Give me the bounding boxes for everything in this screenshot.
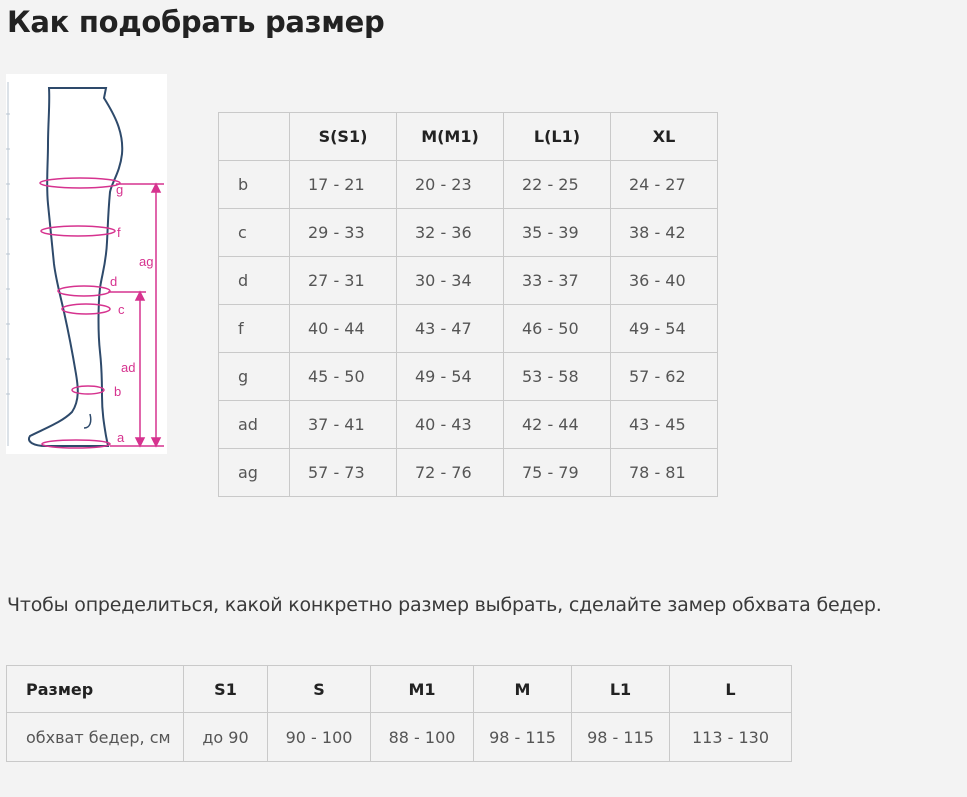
table-cell: 49 - 54 (610, 304, 718, 353)
table-cell: 88 - 100 (370, 712, 474, 762)
row-label: g (218, 352, 290, 401)
hip-table-header-s1: S1 (183, 665, 268, 713)
table-cell: 24 - 27 (610, 160, 718, 209)
table-row: b 17 - 21 20 - 23 22 - 25 24 - 27 (218, 160, 718, 209)
leg-measurement-diagram: g f ag d c ad b a (6, 74, 167, 454)
hip-size-table: Размер S1 S M1 M L1 L обхват бедер, см д… (6, 665, 792, 762)
table-cell: 57 - 62 (610, 352, 718, 401)
table-cell: 37 - 41 (289, 400, 397, 449)
label-a: a (117, 430, 125, 445)
leg-outline (28, 87, 124, 447)
intro-text: Чтобы определиться, какой конкретно разм… (7, 594, 882, 616)
table-cell: 98 - 115 (571, 712, 670, 762)
table-cell: 49 - 54 (396, 352, 504, 401)
table-cell: 42 - 44 (503, 400, 611, 449)
table-row: d 27 - 31 30 - 34 33 - 37 36 - 40 (218, 256, 718, 305)
table-cell: 78 - 81 (610, 448, 718, 497)
hip-table-header-s: S (267, 665, 371, 713)
label-f: f (117, 225, 121, 240)
label-g: g (116, 182, 123, 197)
table-row: ad 37 - 41 40 - 43 42 - 44 43 - 45 (218, 400, 718, 449)
size-chart-header-s: S(S1) (289, 112, 397, 161)
hip-table-header-m1: M1 (370, 665, 474, 713)
size-chart-corner-cell (218, 112, 290, 161)
size-chart-table: S(S1) M(M1) L(L1) XL b 17 - 21 20 - 23 2… (218, 112, 718, 497)
table-cell: 38 - 42 (610, 208, 718, 257)
label-d: d (110, 274, 117, 289)
hip-table-header-l1: L1 (571, 665, 670, 713)
table-cell: 27 - 31 (289, 256, 397, 305)
label-ag: ag (139, 254, 153, 269)
table-cell: 40 - 44 (289, 304, 397, 353)
table-cell: 113 - 130 (669, 712, 792, 762)
table-cell: 22 - 25 (503, 160, 611, 209)
table-cell: 43 - 45 (610, 400, 718, 449)
table-cell: 90 - 100 (267, 712, 371, 762)
hip-table-header-row: Размер S1 S M1 M L1 L (6, 665, 792, 713)
size-chart-header-l: L(L1) (503, 112, 611, 161)
size-chart-header-xl: XL (610, 112, 718, 161)
row-label: d (218, 256, 290, 305)
table-row: ag 57 - 73 72 - 76 75 - 79 78 - 81 (218, 448, 718, 497)
row-label: b (218, 160, 290, 209)
table-cell: до 90 (183, 712, 268, 762)
row-label: ad (218, 400, 290, 449)
row-label: c (218, 208, 290, 257)
table-cell: 17 - 21 (289, 160, 397, 209)
hip-table-header-m: M (473, 665, 572, 713)
row-label: обхват бедер, см (6, 712, 184, 762)
table-row: обхват бедер, см до 90 90 - 100 88 - 100… (6, 712, 792, 762)
ruler-ticks (6, 82, 10, 446)
label-b: b (114, 384, 121, 399)
table-cell: 45 - 50 (289, 352, 397, 401)
size-chart-header-m: M(M1) (396, 112, 504, 161)
circumference-c (61, 303, 111, 315)
table-cell: 40 - 43 (396, 400, 504, 449)
table-cell: 46 - 50 (503, 304, 611, 353)
hip-table-header-l: L (669, 665, 792, 713)
row-label: f (218, 304, 290, 353)
table-cell: 20 - 23 (396, 160, 504, 209)
table-cell: 32 - 36 (396, 208, 504, 257)
table-cell: 30 - 34 (396, 256, 504, 305)
table-cell: 75 - 79 (503, 448, 611, 497)
row-label: ag (218, 448, 290, 497)
circumference-g (39, 177, 121, 189)
ankle-detail (83, 413, 92, 429)
hip-table-header-size: Размер (6, 665, 184, 713)
table-cell: 43 - 47 (396, 304, 504, 353)
circumference-d (57, 285, 111, 297)
circumference-f (40, 225, 116, 237)
circumference-b (71, 385, 105, 395)
circumference-a (41, 439, 111, 449)
page-title: Как подобрать размер (7, 5, 385, 39)
table-row: g 45 - 50 49 - 54 53 - 58 57 - 62 (218, 352, 718, 401)
table-cell: 57 - 73 (289, 448, 397, 497)
label-ad: ad (121, 360, 135, 375)
table-cell: 53 - 58 (503, 352, 611, 401)
table-row: c 29 - 33 32 - 36 35 - 39 38 - 42 (218, 208, 718, 257)
table-row: f 40 - 44 43 - 47 46 - 50 49 - 54 (218, 304, 718, 353)
table-cell: 36 - 40 (610, 256, 718, 305)
table-cell: 72 - 76 (396, 448, 504, 497)
table-cell: 98 - 115 (473, 712, 572, 762)
table-cell: 33 - 37 (503, 256, 611, 305)
label-c: c (118, 302, 125, 317)
table-cell: 29 - 33 (289, 208, 397, 257)
size-chart-header-row: S(S1) M(M1) L(L1) XL (218, 112, 718, 161)
table-cell: 35 - 39 (503, 208, 611, 257)
